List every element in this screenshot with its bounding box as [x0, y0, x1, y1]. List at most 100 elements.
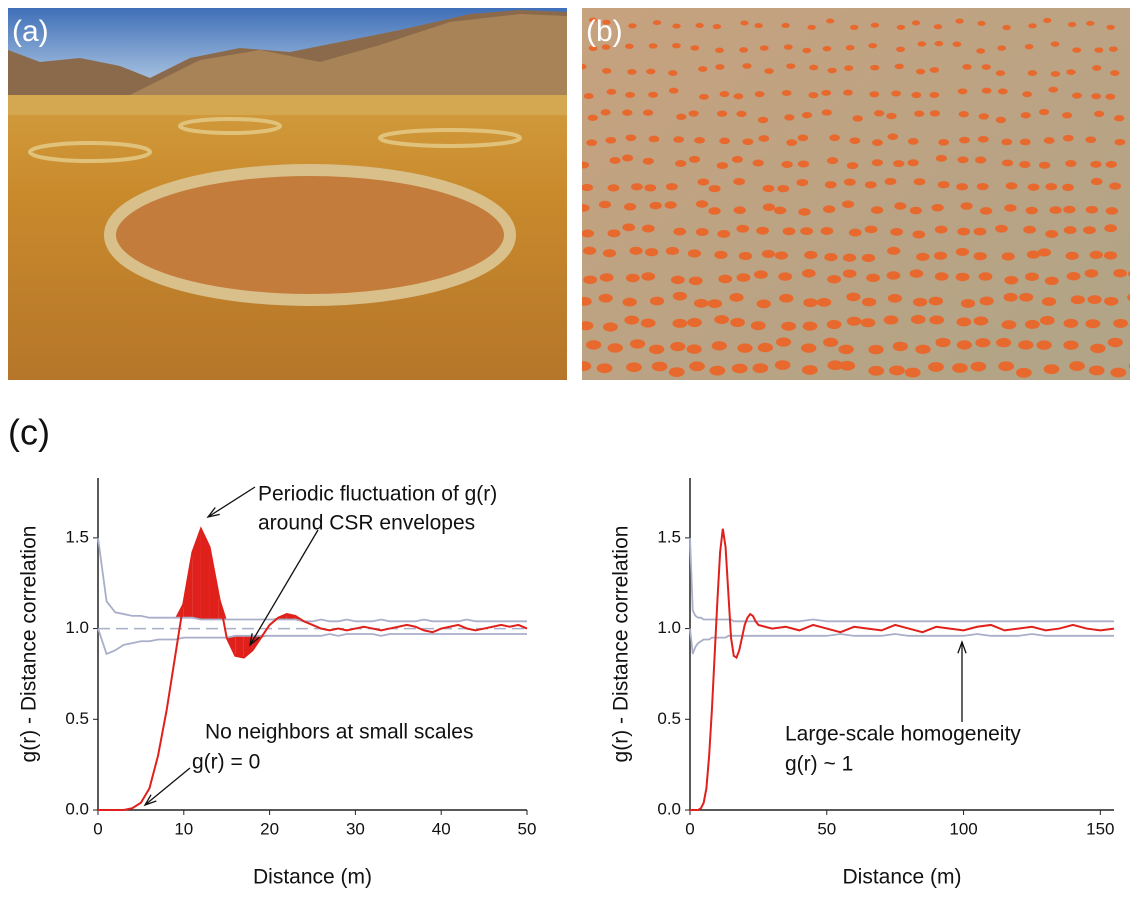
- x-tick-label: 50: [518, 819, 537, 838]
- photo-dot: [739, 47, 749, 53]
- photo-dot: [582, 361, 592, 371]
- photo-dot: [938, 138, 950, 146]
- photo-dot: [891, 90, 902, 97]
- photo-dot: [708, 184, 721, 193]
- photo-dot: [786, 63, 796, 70]
- arrow: [249, 529, 319, 646]
- photo-dot: [781, 321, 797, 331]
- photo-dot: [1001, 320, 1017, 330]
- photo-dot: [868, 42, 878, 49]
- photo-dot: [588, 17, 598, 23]
- photo-dot: [640, 318, 656, 328]
- photo-dot: [1106, 24, 1115, 30]
- photo-dot: [1128, 270, 1130, 277]
- y-tick-label: 0.5: [657, 709, 681, 728]
- photo-dot: [952, 363, 968, 373]
- photo-dot: [602, 19, 611, 25]
- photo-dot: [1127, 293, 1130, 301]
- photo-dot: [1049, 206, 1062, 214]
- series-line: [97, 537, 527, 623]
- y-tick-label: 0.0: [657, 799, 681, 818]
- photo-dot: [782, 227, 796, 236]
- photo-dot: [845, 44, 855, 51]
- photo-dot: [754, 23, 763, 29]
- photo-dot: [1107, 337, 1123, 348]
- photo-dot: [1109, 182, 1122, 190]
- photo-dot: [1063, 318, 1079, 328]
- photo-dot: [1062, 183, 1074, 192]
- photo-dot: [646, 68, 656, 75]
- photo-dot: [695, 200, 709, 208]
- photo-dot: [668, 87, 679, 94]
- photo-dot: [860, 318, 876, 328]
- photo-dot: [1092, 65, 1102, 71]
- photo-dot: [625, 91, 635, 98]
- photo-dot: [866, 273, 880, 283]
- photo-dot: [846, 292, 861, 302]
- photo-dot: [582, 204, 590, 212]
- photo-dot: [912, 297, 928, 307]
- photo-dot: [629, 339, 646, 349]
- photo-dot: [998, 361, 1014, 372]
- photo-dot: [997, 45, 1007, 51]
- photo-dot: [675, 160, 687, 168]
- photo-dot: [996, 337, 1012, 348]
- photo-dot: [781, 89, 792, 97]
- photo-dot: [887, 246, 901, 255]
- photo-dot: [694, 136, 706, 144]
- photo-dot: [1045, 183, 1058, 191]
- photo-dot: [1001, 159, 1014, 167]
- photo-dot: [582, 183, 594, 192]
- photo-dot: [1050, 71, 1061, 77]
- photo-dot: [955, 247, 970, 257]
- photo-dot: [627, 69, 637, 75]
- photo-dot: [742, 63, 752, 69]
- photo-dot: [736, 110, 747, 118]
- photo-dot: [1002, 24, 1011, 31]
- photo-dot: [957, 227, 971, 236]
- photo-dot: [621, 154, 634, 162]
- photo-dot: [1005, 182, 1018, 190]
- photo-dot: [626, 362, 642, 373]
- photo-dot: [1063, 226, 1077, 235]
- photo-dot: [1039, 315, 1055, 325]
- x-tick-label: 10: [174, 819, 193, 838]
- photo-dot: [582, 321, 594, 331]
- y-axis-label: g(r) - Distance correlation: [18, 526, 41, 763]
- photo-dot: [1019, 292, 1034, 302]
- photo-dot: [976, 48, 986, 54]
- photo-dot: [928, 296, 944, 306]
- photo-dot: [754, 270, 768, 279]
- photo-dot: [698, 93, 709, 100]
- photo-dot: [886, 112, 897, 120]
- photo-dot: [1108, 46, 1118, 52]
- photo-dot: [783, 44, 793, 50]
- photo-dot: [750, 321, 766, 331]
- photo-dot: [1050, 41, 1060, 47]
- photo-dot: [1090, 160, 1102, 168]
- photo-dot: [824, 253, 838, 262]
- photo-dot: [973, 227, 987, 236]
- photo-dot: [1067, 21, 1077, 28]
- photo-dot: [582, 296, 592, 306]
- photo-dot: [712, 23, 722, 30]
- photo-dot: [609, 156, 621, 164]
- photo-dot: [823, 337, 839, 347]
- photo-dot: [844, 65, 854, 71]
- photo-dot: [1022, 91, 1033, 98]
- photo-dot: [582, 161, 590, 169]
- photo-dot: [1020, 112, 1031, 119]
- photo-dot: [586, 340, 602, 350]
- photo-dot: [774, 251, 789, 260]
- photo-dot: [979, 207, 993, 215]
- photo-dot: [673, 136, 685, 143]
- photo-dot: [648, 344, 665, 355]
- annotation: around CSR envelopes: [258, 512, 475, 535]
- photo-dot: [687, 317, 702, 328]
- photo-dot: [952, 41, 962, 47]
- photo-dot: [1018, 340, 1034, 350]
- photo-dot: [1083, 226, 1096, 235]
- photo-dot: [670, 275, 685, 285]
- y-tick-label: 1.5: [657, 527, 681, 546]
